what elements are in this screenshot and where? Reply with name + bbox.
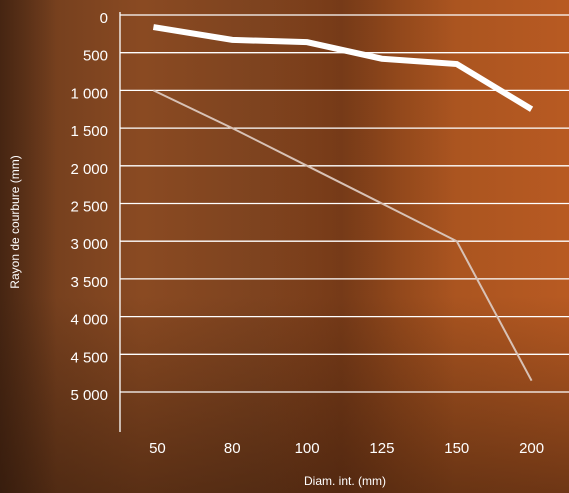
y-tick-label: 4 500	[70, 349, 108, 366]
y-tick-label: 0	[100, 10, 108, 27]
x-tick-label: 150	[444, 440, 469, 457]
x-axis-title: Diam. int. (mm)	[304, 474, 386, 488]
x-tick-label: 80	[224, 440, 241, 457]
y-tick-label: 5 000	[70, 387, 108, 404]
y-axis-title: Rayon de courbure (mm)	[8, 155, 22, 288]
y-tick-label: 3 000	[70, 236, 108, 253]
y-tick-label: 1 000	[70, 85, 108, 102]
y-tick-label: 2 500	[70, 198, 108, 215]
y-tick-label: 500	[83, 48, 108, 65]
y-tick-label: 3 500	[70, 274, 108, 291]
y-tick-label: 4 000	[70, 312, 108, 329]
x-tick-label: 125	[369, 440, 394, 457]
x-tick-label: 200	[519, 440, 544, 457]
x-tick-label: 100	[295, 440, 320, 457]
x-tick-label: 50	[149, 440, 166, 457]
data-line	[152, 89, 533, 382]
data-line	[152, 24, 534, 112]
y-tick-label: 1 500	[70, 123, 108, 140]
y-tick-label: 2 000	[70, 161, 108, 178]
